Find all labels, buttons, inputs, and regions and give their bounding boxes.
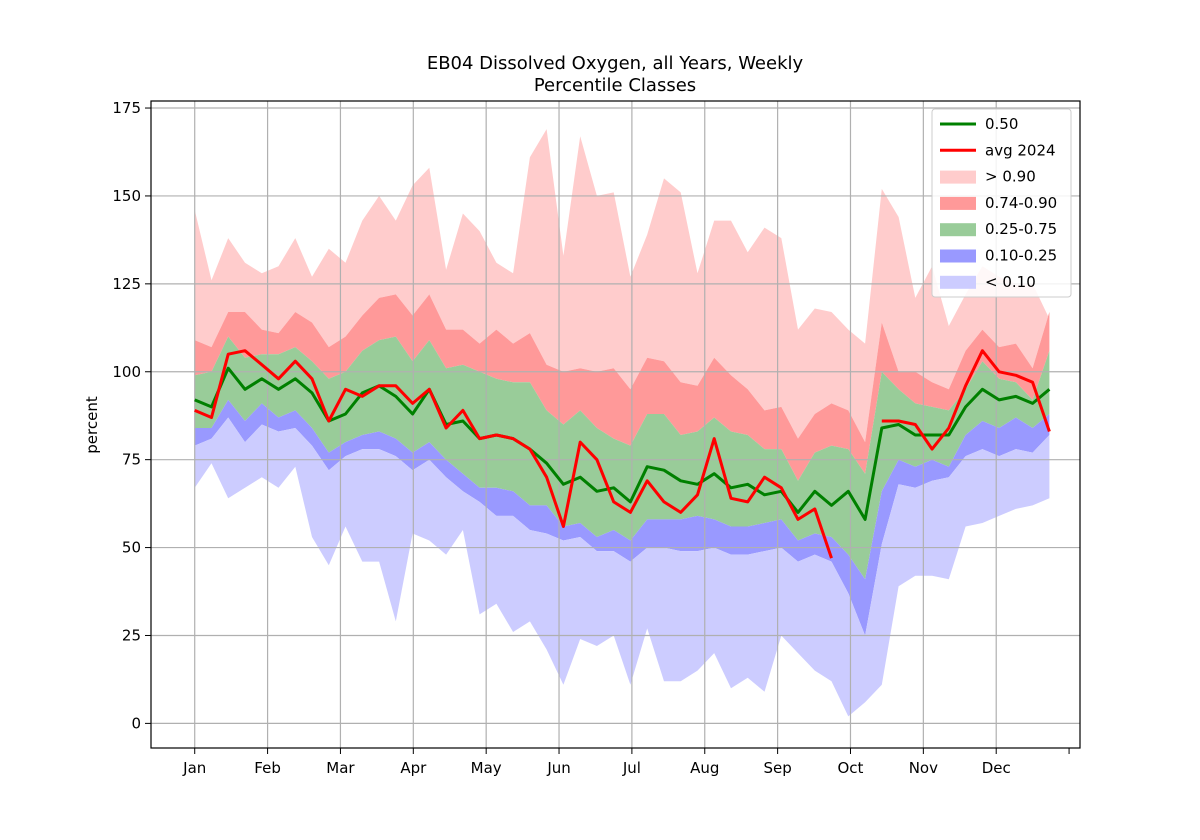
legend-label: avg 2024	[985, 141, 1056, 159]
legend: 0.50 avg 2024 > 0.90 0.74-0.90 0.25-0.75 0.10…	[931, 108, 1072, 298]
band-1	[194, 294, 1050, 481]
legend-patch-swatch	[940, 223, 976, 237]
chart-title: EB04 Dissolved Oxygen, all Years, Weekly	[427, 53, 804, 74]
x-tick-label: Jan	[182, 759, 206, 777]
y-tick-label: 75	[122, 451, 141, 469]
series-line-1	[194, 349, 1051, 559]
band-3	[194, 399, 1050, 636]
x-tick-label: Feb	[254, 759, 281, 777]
x-tick-label: Jul	[622, 759, 641, 777]
y-tick-label: 0	[131, 714, 141, 732]
y-tick-label: 125	[112, 275, 141, 293]
legend-label: 0.10-0.25	[985, 247, 1057, 265]
y-tick-label: 25	[122, 626, 141, 644]
y-tick-label: 50	[122, 539, 141, 557]
series-line-0	[194, 366, 1051, 521]
x-tick-label: Jun	[546, 759, 570, 777]
legend-label: 0.50	[985, 115, 1018, 133]
x-tick-label: Sep	[763, 759, 791, 777]
legend-patch-swatch	[940, 170, 976, 184]
band-0	[194, 129, 1050, 443]
x-tick-label: Apr	[400, 759, 427, 777]
y-tick-label: 150	[112, 187, 141, 205]
x-axis-ticks: Jan Feb Mar Apr May Jun Jul Aug Sep Oct Nov Dec	[182, 748, 1070, 777]
y-tick-label: 100	[112, 363, 141, 381]
band-4	[194, 417, 1050, 717]
x-tick-label: Mar	[326, 759, 355, 777]
y-tick-label: 175	[112, 99, 141, 117]
legend-label: < 0.10	[985, 273, 1036, 291]
grid-lines	[151, 101, 1080, 748]
legend-label: > 0.90	[985, 168, 1036, 186]
percentile-bands	[194, 129, 1050, 717]
y-axis-ticks: 0 25 50 75 100 125 150 175	[112, 99, 151, 732]
x-tick-label: Dec	[982, 759, 1011, 777]
legend-patch-swatch	[940, 275, 976, 289]
plot-frame	[150, 100, 1081, 749]
legend-label: 0.25-0.75	[985, 220, 1057, 238]
x-tick-label: May	[471, 759, 502, 777]
legend-patch-swatch	[940, 249, 976, 263]
y-axis-label: percent	[83, 396, 101, 454]
x-tick-label: Aug	[690, 759, 719, 777]
x-tick-label: Oct	[838, 759, 864, 777]
legend-patch-swatch	[940, 196, 976, 210]
series-lines	[194, 349, 1051, 559]
chart-subtitle: Percentile Classes	[534, 75, 696, 96]
legend-label: 0.74-0.90	[985, 194, 1057, 212]
x-tick-label: Nov	[909, 759, 938, 777]
